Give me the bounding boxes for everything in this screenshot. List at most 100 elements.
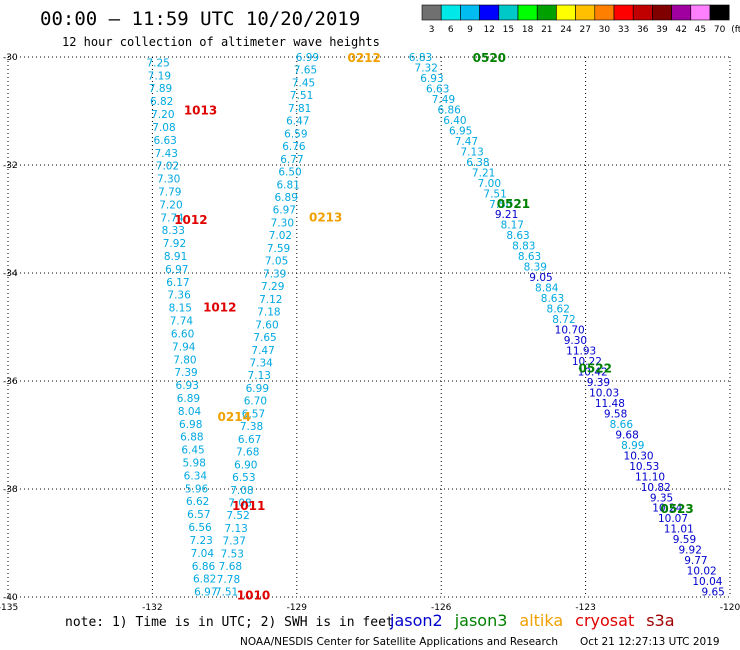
wave-height-value: 11.01 [664, 524, 694, 536]
wave-height-value: 8.91 [164, 251, 187, 263]
scale-label: 42 [675, 25, 686, 35]
wave-height-value: 6.63 [426, 83, 449, 95]
legend-item-jason3: jason3 [454, 611, 508, 630]
wave-height-value: 7.52 [226, 510, 249, 522]
scale-label: 15 [503, 25, 514, 35]
wave-height-value: 11.48 [595, 398, 625, 410]
pass-time-label: 1012 [203, 300, 236, 314]
wave-height-value: 6.60 [171, 328, 194, 340]
scale-label: 36 [637, 25, 649, 35]
wave-height-value: 7.51 [215, 587, 238, 599]
wave-height-value: 9.59 [673, 534, 696, 546]
wave-height-value: 7.12 [259, 294, 282, 306]
time-labels: 1013 1012 1012 1011 1010 0212 0213 0214 0520 0521… [174, 51, 694, 602]
wave-height-value: 6.99 [246, 383, 269, 395]
wave-height-value: 7.08 [152, 122, 175, 134]
wave-height-value: 7.20 [151, 109, 174, 121]
wave-height-value: 6.56 [188, 522, 212, 534]
scale-label: 30 [599, 25, 611, 35]
wave-height-value: 10.42 [578, 366, 608, 378]
wave-height-value: 6.77 [280, 154, 303, 166]
wave-height-value: 7.13 [224, 523, 247, 535]
wave-height-value: 8.99 [621, 440, 644, 452]
scale-swatch [709, 4, 730, 21]
wave-height-value: 10.02 [687, 566, 717, 578]
wave-height-value: 7.92 [163, 238, 186, 250]
wave-height-value: 6.97 [194, 587, 217, 599]
wave-height-value: 11.93 [566, 346, 596, 358]
footer-source: NOAA/NESDIS Center for Satellite Applica… [240, 636, 558, 648]
wave-height-value: 7.39 [263, 268, 286, 280]
wave-height-value: 6.17 [166, 277, 189, 289]
wave-height-value: 8.72 [552, 314, 575, 326]
wave-height-value: 9.05 [529, 272, 552, 284]
wave-height-value: 9.58 [604, 408, 627, 420]
legend-note: note: 1) Time is in UTC; 2) SWH is in fe… [65, 615, 394, 630]
wave-height-value: 6.83 [409, 52, 432, 64]
y-tick-label: -34 [3, 269, 18, 279]
wave-height-value: 7.02 [269, 230, 292, 242]
wave-height-value: 7.21 [472, 167, 495, 179]
pass-time-label: 1013 [184, 103, 217, 117]
wave-height-value: 10.82 [641, 482, 671, 494]
wave-height-value: 7.20 [159, 199, 182, 211]
wave-height-value: 6.63 [153, 135, 176, 147]
pass-time-label: 0212 [347, 51, 380, 65]
wave-height-value: 6.81 [276, 179, 299, 191]
wave-height-value: 9.68 [615, 429, 638, 441]
wave-height-value: 6.40 [443, 115, 466, 127]
wave-height-value: 10.03 [589, 387, 619, 399]
scale-swatch [613, 4, 634, 21]
wave-height-value: 8.63 [506, 230, 529, 242]
wave-height-value: 7.43 [155, 148, 178, 160]
wave-height-value: 6.53 [232, 472, 255, 484]
wave-height-value: 10.04 [692, 576, 722, 588]
y-tick-label: -40 [3, 593, 18, 603]
chart-subtitle: 12 hour collection of altimeter wave hei… [62, 35, 380, 49]
wave-height-value: 7.32 [415, 62, 438, 74]
scale-label: 21 [541, 25, 552, 35]
wave-height-value: 7.13 [460, 146, 483, 158]
wave-height-value: 7.74 [160, 212, 184, 224]
scale-swatch [517, 4, 538, 21]
wave-height-value: 6.67 [238, 434, 261, 446]
wave-height-value: 7.38 [240, 421, 263, 433]
wave-height-value: 7.18 [257, 307, 280, 319]
wave-height-value: 6.38 [466, 157, 489, 169]
wave-height-value: 7.45 [292, 77, 315, 89]
wave-height-value: 7.25 [146, 57, 169, 69]
wave-height-value: 6.70 [244, 396, 267, 408]
wave-height-value: 9.35 [650, 492, 673, 504]
x-tick-label: -120 [720, 603, 740, 613]
wave-height-value: 5.96 [185, 483, 209, 495]
wave-height-value: 10.70 [555, 325, 585, 337]
legend-item-altika: altika [519, 611, 563, 630]
scale-label: 24 [560, 25, 572, 35]
wave-height-value: 6.88 [180, 432, 203, 444]
wave-height-value: 9.92 [679, 545, 702, 557]
y-axis-ticks: -30 -32 -34 -36 -38 -40 [3, 53, 18, 603]
wave-height-value: 7.94 [172, 341, 196, 353]
pass-time-label: 0520 [473, 51, 506, 65]
wave-height-value: 6.86 [437, 104, 461, 116]
x-tick-label: -135 [0, 603, 18, 613]
wave-height-value: 10.30 [624, 450, 654, 462]
wave-height-value: 6.89 [177, 393, 200, 405]
wave-height-value: 7.37 [223, 536, 246, 548]
scale-swatch [671, 4, 692, 21]
wave-height-value: 9.30 [564, 335, 587, 347]
wave-height-value: 10.53 [629, 461, 659, 473]
scale-swatch [536, 4, 557, 21]
wave-height-value: 6.59 [284, 128, 307, 140]
legend-item-jason2: jason2 [389, 611, 443, 630]
wave-height-value: 9.21 [495, 209, 518, 221]
wave-height-value: 7.02 [156, 161, 179, 173]
y-tick-label: -38 [3, 485, 18, 495]
wave-height-value: 6.62 [186, 496, 209, 508]
wave-height-value: 7.80 [173, 354, 196, 366]
scale-label: 12 [483, 25, 494, 35]
wave-height-value: 9.77 [684, 555, 707, 567]
scale-swatch [421, 4, 442, 21]
scale-label: 3 [429, 25, 435, 35]
